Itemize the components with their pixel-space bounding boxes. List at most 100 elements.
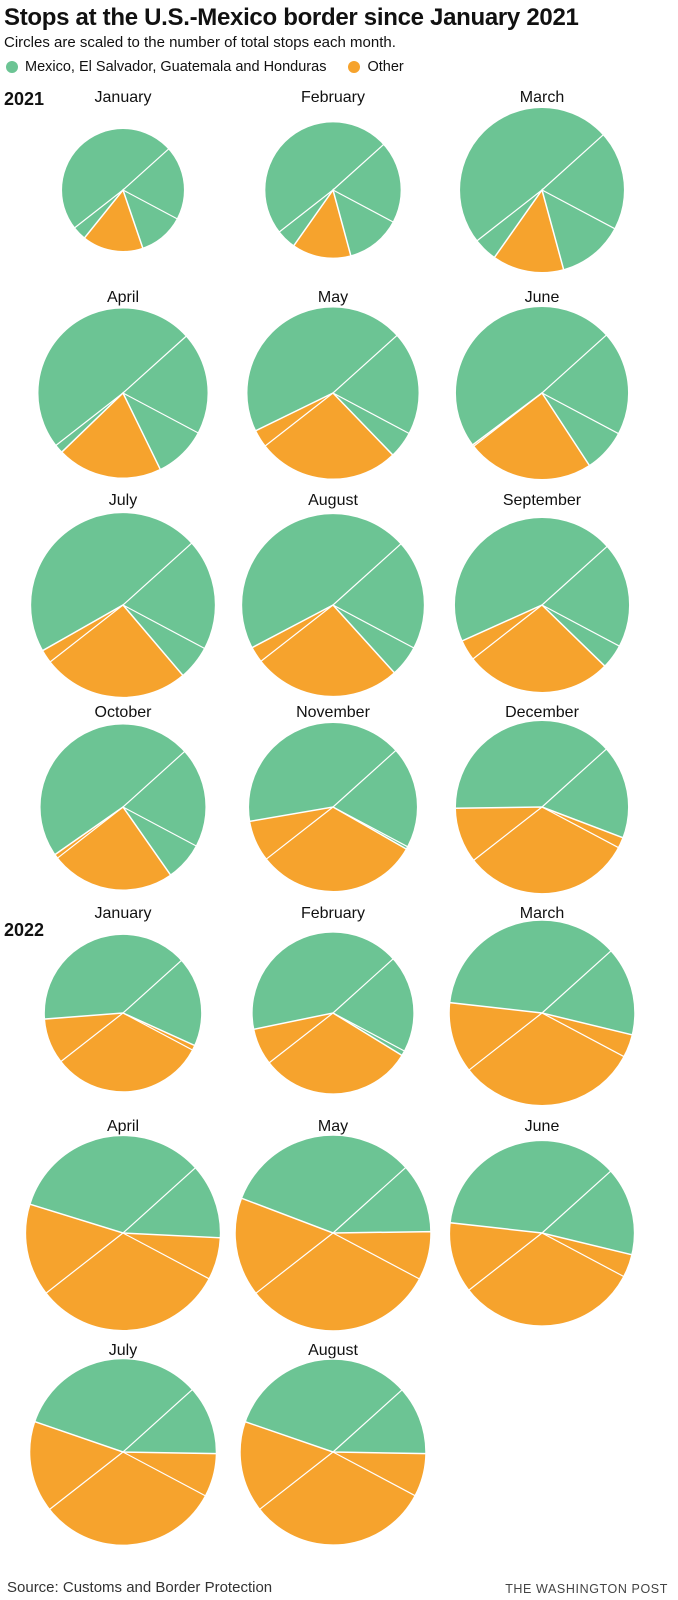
- legend: Mexico, El Salvador, Guatemala and Hondu…: [6, 58, 426, 76]
- cell-divider: [332, 392, 410, 435]
- other-share-wedge: [83, 188, 144, 253]
- month-circle-2021-march: [458, 106, 626, 274]
- other-share-wedge: [43, 1012, 196, 1093]
- green-dot-icon: [6, 61, 18, 73]
- month-label-2021-october: October: [95, 704, 153, 721]
- cell-divider: [541, 604, 620, 647]
- month-circle-2022-march: [448, 919, 636, 1107]
- year-label-2022: 2022: [4, 920, 45, 940]
- other-share-wedge: [252, 1012, 404, 1095]
- other-share-wedge: [448, 1001, 634, 1107]
- cell-divider: [541, 1232, 624, 1278]
- other-share-wedge: [28, 1420, 218, 1547]
- cell-divider: [332, 749, 397, 808]
- other-share-wedge: [254, 392, 394, 480]
- month-circle-2021-january: [60, 127, 186, 253]
- month-circle-2022-june: [448, 1139, 636, 1327]
- cell-divider: [49, 604, 124, 663]
- chart-header: Stops at the U.S.-Mexico border since Ja…: [4, 0, 674, 52]
- cell-divider: [122, 604, 205, 650]
- month-label-2022-july: July: [109, 1342, 137, 1359]
- cell-divider: [332, 334, 398, 394]
- cell-divider: [122, 542, 193, 606]
- cell-divider: [264, 392, 334, 447]
- cell-divider: [122, 1451, 206, 1497]
- cell-divider: [122, 1388, 193, 1453]
- month-label-2021-november: November: [296, 704, 370, 721]
- month-label-2021-april: April: [107, 289, 139, 306]
- legend-label: Other: [367, 59, 404, 75]
- month-label-2021-february: February: [301, 89, 365, 106]
- month-circle-2022-april: [24, 1134, 222, 1332]
- cell-divider: [60, 1012, 124, 1063]
- month-label-2021-june: June: [525, 289, 560, 306]
- cell-divider: [122, 806, 197, 847]
- other-share-wedge: [461, 604, 606, 694]
- other-share-wedge: [53, 805, 172, 891]
- month-circle-2022-february: [251, 931, 415, 1095]
- month-label-2022-march: March: [520, 905, 564, 922]
- chart-subtitle: Circles are scaled to the number of tota…: [4, 34, 396, 51]
- cell-divider: [332, 1451, 416, 1497]
- other-share-wedge: [471, 391, 591, 481]
- month-label-2021-september: September: [503, 492, 582, 509]
- other-share-wedge: [24, 1203, 222, 1332]
- month-label-2022-june: June: [525, 1118, 560, 1135]
- cell-divider: [541, 334, 607, 394]
- other-share-wedge: [248, 806, 408, 893]
- month-label-2022-august: August: [308, 1342, 358, 1359]
- month-circle-2021-october: [39, 723, 207, 891]
- cell-divider: [265, 806, 334, 860]
- cell-divider: [541, 134, 604, 191]
- other-share-wedge: [60, 391, 162, 479]
- cell-divider: [122, 1167, 196, 1234]
- cell-divider: [278, 189, 334, 233]
- month-circle-2021-december: [454, 719, 630, 895]
- month-label-2021-january: January: [95, 89, 152, 106]
- cell-divider: [122, 959, 183, 1014]
- month-label-2021-december: December: [505, 704, 579, 721]
- cell-divider: [332, 543, 402, 606]
- cell-divider: [541, 950, 612, 1014]
- cell-divider: [57, 806, 124, 859]
- cell-divider: [541, 392, 619, 435]
- cell-divider: [74, 189, 124, 229]
- month-label-2021-march: March: [520, 89, 564, 106]
- cell-divider: [55, 392, 124, 446]
- month-circle-2021-may: [245, 305, 421, 481]
- cell-divider: [122, 148, 170, 191]
- month-circle-2022-july: [28, 1357, 218, 1547]
- cell-divider: [541, 545, 608, 606]
- cell-divider: [332, 604, 415, 649]
- cell-divider: [332, 806, 409, 848]
- legend-item-mexico-central-america: Mexico, El Salvador, Guatemala and Hondu…: [6, 59, 326, 75]
- month-circle-2021-july: [29, 511, 217, 699]
- cell-divider: [45, 1232, 124, 1294]
- month-circle-2022-may: [234, 1134, 432, 1332]
- month-circle-2022-august: [239, 1358, 427, 1546]
- cell-divider: [332, 1389, 403, 1453]
- other-share-wedge: [234, 1197, 432, 1332]
- orange-dot-icon: [348, 61, 361, 73]
- chart-title: Stops at the U.S.-Mexico border since Ja…: [4, 4, 579, 31]
- other-share-wedge: [493, 188, 565, 274]
- cell-divider: [255, 1232, 334, 1294]
- cell-divider: [122, 1012, 193, 1051]
- cell-divider: [473, 392, 543, 447]
- cell-divider: [332, 1012, 405, 1052]
- other-share-wedge: [448, 1221, 633, 1327]
- cell-divider: [541, 1012, 625, 1058]
- cell-divider: [332, 958, 394, 1014]
- month-circle-2021-april: [36, 306, 210, 480]
- month-label-2022-may: May: [318, 1118, 348, 1135]
- month-label-2021-august: August: [308, 492, 358, 509]
- month-circle-2022-january: [43, 933, 203, 1093]
- cell-divider: [122, 392, 199, 434]
- cell-divider: [332, 189, 394, 223]
- other-share-wedge: [41, 604, 185, 699]
- month-label-2022-february: February: [301, 905, 365, 922]
- cell-divider: [268, 1012, 334, 1064]
- cell-divider: [473, 806, 543, 861]
- year-label-2021: 2021: [4, 89, 45, 109]
